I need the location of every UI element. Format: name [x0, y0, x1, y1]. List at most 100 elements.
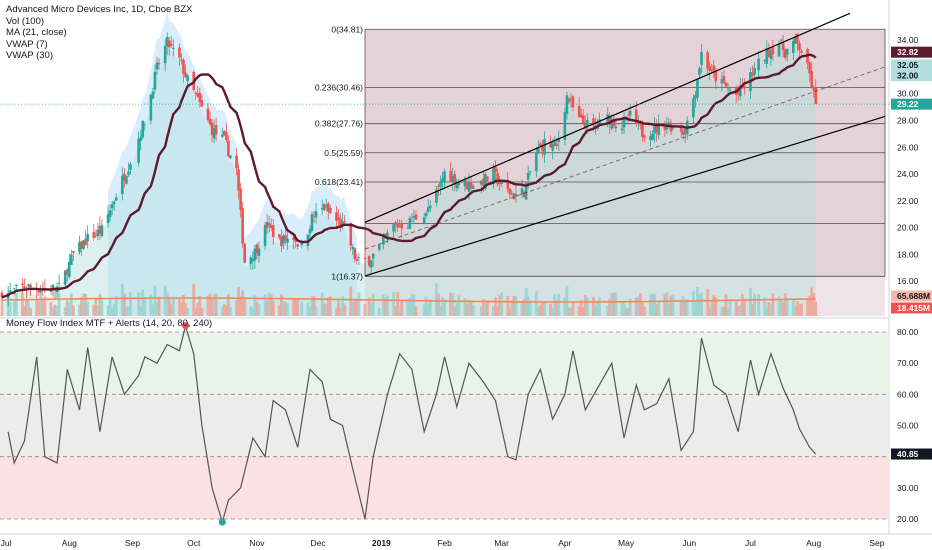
- legend-volume[interactable]: Vol (100): [6, 15, 45, 27]
- time-tick-label: Sep: [869, 538, 884, 548]
- candle-body: [557, 138, 561, 143]
- candle-body: [692, 98, 695, 118]
- volume-bar: [8, 302, 12, 316]
- candle-body: [178, 47, 181, 58]
- time-axis[interactable]: Jul Aug Sep Oct Nov Dec 2019 Feb Mar Apr May Jun Jul…: [1, 538, 885, 548]
- candle-body: [123, 173, 126, 181]
- fib-label: 0.382(27.76): [315, 119, 363, 129]
- candle-body: [528, 171, 532, 173]
- volume-bar: [294, 299, 298, 316]
- mfi-neutral-zone: [0, 394, 889, 457]
- candle-body: [724, 82, 728, 87]
- candle-body: [428, 205, 432, 208]
- candle-body: [106, 214, 110, 224]
- mfi-tick-label: 30.00: [897, 483, 919, 493]
- candle-body: [125, 175, 128, 184]
- candle-body: [781, 42, 785, 51]
- volume-bar: [806, 299, 809, 316]
- volume-bar: [398, 305, 402, 316]
- volume-bar: [80, 296, 83, 316]
- candle-body: [469, 183, 473, 189]
- candle-body: [796, 33, 799, 43]
- volume-bar: [165, 292, 169, 316]
- candle-body: [549, 141, 552, 148]
- candle-body: [153, 71, 157, 90]
- volume-bar: [235, 300, 238, 316]
- volume-bar: [192, 283, 196, 316]
- price-axis[interactable]: 34.00 32.00 30.00 28.00 26.00 24.00 22.00 20.00…: [891, 35, 932, 524]
- volume-bar: [734, 301, 738, 316]
- candle-body: [541, 146, 544, 152]
- legend-vwap-7[interactable]: VWAP (7): [6, 38, 48, 50]
- candle-body: [63, 270, 67, 285]
- volume-bar: [369, 303, 373, 316]
- legend-vwap-30[interactable]: VWAP (30): [6, 50, 53, 61]
- candle-body: [698, 68, 701, 76]
- candle-body: [486, 176, 489, 181]
- volume-bar: [793, 305, 797, 316]
- volume-bar: [810, 287, 814, 316]
- volume-bar: [355, 298, 359, 316]
- volume-bar: [598, 297, 601, 316]
- candle-body: [453, 174, 457, 185]
- price-badge: [891, 59, 932, 71]
- chart-legend: Advanced Micro Devices Inc, 1D, Cboe BZX…: [6, 4, 192, 62]
- candle-body: [84, 238, 87, 246]
- volume-bar: [157, 296, 161, 316]
- volume-bar: [23, 305, 26, 316]
- volume-bar: [406, 299, 410, 316]
- volume-bar: [94, 298, 98, 316]
- volume-bar: [392, 292, 395, 316]
- volume-bar: [649, 294, 652, 316]
- candle-body: [96, 229, 100, 237]
- volume-bar: [110, 308, 114, 316]
- mfi-pane: [0, 322, 889, 526]
- volume-bar: [214, 293, 218, 316]
- candle-body: [206, 108, 210, 121]
- volume-bar: [20, 293, 24, 316]
- volume-bar: [125, 307, 128, 316]
- candle-body: [577, 105, 581, 118]
- volume-bar: [451, 293, 455, 316]
- volume-bar: [326, 297, 330, 316]
- volume-bar: [267, 292, 271, 316]
- volume-bar: [43, 296, 47, 316]
- volume-bar: [667, 303, 671, 316]
- candle-body: [624, 116, 628, 118]
- time-tick-label: Sep: [125, 538, 140, 548]
- candle-body: [514, 193, 518, 197]
- volume-bar: [663, 294, 667, 316]
- chart-title[interactable]: Advanced Micro Devices Inc, 1D, Cboe BZX: [6, 4, 193, 15]
- volume-bar: [400, 299, 404, 316]
- candle-body: [335, 212, 338, 221]
- mfi-overbought-alert: [182, 322, 190, 330]
- candle-body: [353, 248, 357, 259]
- volume-bar: [210, 297, 214, 316]
- volume-bar: [300, 301, 304, 316]
- volume-bar: [139, 305, 143, 316]
- volume-bar: [728, 298, 732, 316]
- volume-bar: [112, 303, 116, 316]
- volume-bar: [320, 292, 324, 316]
- mfi-title[interactable]: Money Flow Index MTF + Alerts (14, 20, 8…: [6, 318, 213, 329]
- candle-body: [482, 178, 485, 186]
- candle-body: [243, 243, 246, 263]
- volume-bar: [426, 303, 430, 316]
- price-badge-label: 32.05: [897, 60, 919, 70]
- volume-bar: [539, 304, 542, 316]
- volume-bar: [106, 305, 110, 316]
- candle-body: [751, 73, 754, 76]
- volume-bar: [541, 301, 544, 316]
- candle-body: [110, 204, 114, 209]
- volume-bar: [767, 301, 771, 316]
- candle-body: [396, 222, 399, 228]
- volume-bar: [683, 301, 687, 316]
- price-badge: [891, 70, 932, 82]
- volume-bar: [349, 286, 353, 316]
- candle-body: [569, 99, 573, 101]
- candle-body: [586, 120, 589, 126]
- legend-ma[interactable]: MA (21, close): [6, 27, 67, 38]
- candle-body: [198, 92, 202, 103]
- candle-body: [143, 124, 147, 126]
- candle-body: [496, 172, 499, 185]
